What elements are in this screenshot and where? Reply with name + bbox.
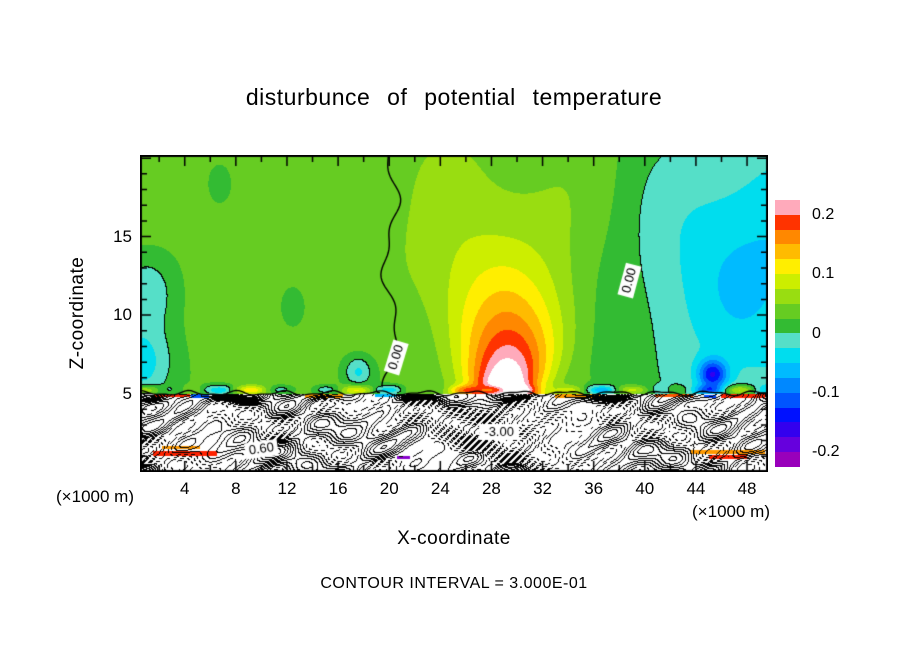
colorbar-segment xyxy=(775,363,800,378)
x-tick-label: 12 xyxy=(277,479,297,498)
colorbar-tick-label: 0.2 xyxy=(812,205,835,223)
y-axis-label: Z-coordinate xyxy=(67,256,88,370)
x-unit-label-left: (×1000 m) xyxy=(56,487,134,506)
colorbar-segment xyxy=(775,303,800,319)
x-tick-label: 24 xyxy=(430,479,450,498)
x-tick-label: 36 xyxy=(584,479,604,498)
colorbar-segment xyxy=(775,244,800,260)
colorbar-tick-label: 0 xyxy=(812,324,821,342)
colorbar-segment xyxy=(775,333,800,349)
colorbar-tick-label: 0.1 xyxy=(812,265,835,283)
x-tick-label: 44 xyxy=(686,479,706,498)
x-tick-label: 40 xyxy=(635,479,655,498)
colorbar-segment xyxy=(775,407,800,423)
x-tick-label: 32 xyxy=(533,479,553,498)
y-tick-label: 15 xyxy=(113,226,132,246)
colorbar-tick-label: -0.1 xyxy=(812,383,840,401)
colorbar-segment xyxy=(775,259,800,275)
colorbar-segment xyxy=(775,392,800,408)
colorbar-segment xyxy=(775,452,800,467)
x-tick-label: 4 xyxy=(179,479,190,498)
colorbar-segment xyxy=(775,288,800,304)
chart-title: disturbunce of potential temperature xyxy=(245,84,663,110)
x-axis-label: X-coordinate xyxy=(397,528,511,549)
x-tick-label: 16 xyxy=(328,479,348,498)
contour-interval-caption: CONTOUR INTERVAL = 3.000E-01 xyxy=(320,575,588,592)
x-tick-label: 48 xyxy=(737,479,757,498)
colorbar-segment xyxy=(775,229,800,245)
colorbar xyxy=(775,200,800,467)
colorbar-tick-label: -0.2 xyxy=(812,443,840,461)
colorbar-segment xyxy=(775,422,800,438)
colorbar-segment xyxy=(775,318,800,334)
colorbar-segment xyxy=(775,214,800,230)
colorbar-segment xyxy=(775,200,800,215)
x-tick-label: 8 xyxy=(231,479,241,498)
x-tick-label: 28 xyxy=(481,479,501,498)
x-unit-label-right: (×1000 m) xyxy=(692,502,770,521)
x-tick-label: 20 xyxy=(379,479,399,498)
colorbar-segment xyxy=(775,377,800,393)
colorbar-segment xyxy=(775,348,800,364)
y-tick-label: 5 xyxy=(122,383,132,403)
colorbar-segment xyxy=(775,274,800,289)
y-tick-label: 10 xyxy=(113,305,132,325)
colorbar-segment xyxy=(775,437,800,453)
contour-plot-canvas xyxy=(140,155,768,472)
